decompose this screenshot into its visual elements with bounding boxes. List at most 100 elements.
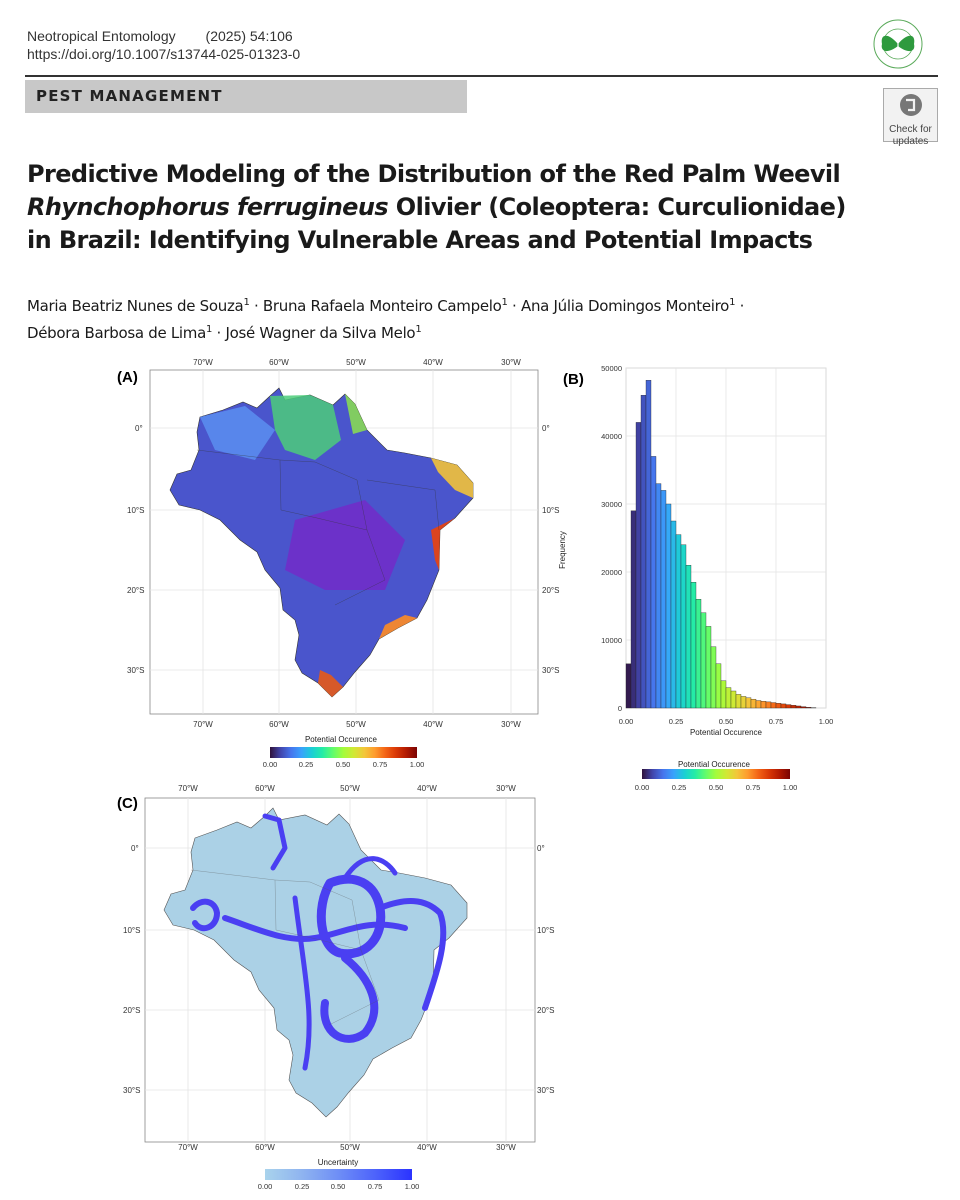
histogram-bar [640, 395, 647, 709]
histogram-x-ticks: 0.00 0.25 0.50 0.75 1.00 [619, 717, 834, 726]
society-logo [873, 19, 923, 69]
histogram-bar [765, 701, 772, 709]
lon-tick-top: 50°W [346, 358, 366, 367]
article-title: Predictive Modeling of the Distribution … [27, 158, 927, 257]
lon-tick-bottom: 30°W [496, 1143, 516, 1152]
histogram-y-tick-label: 50000 [601, 364, 622, 373]
author-name[interactable]: José Wagner da Silva Melo [225, 324, 416, 342]
title-line-2: Rhynchophorus ferrugineus Olivier (Coleo… [27, 191, 927, 224]
legend-b-tick: 0.25 [672, 783, 687, 792]
histogram-bar [695, 599, 702, 709]
histogram-bar [800, 706, 807, 709]
map-potential-occurrence: (A) 70°W 60°W 50°W 40°W 30°W 70°W 60°W 5… [117, 358, 559, 769]
lon-tick-bottom: 40°W [423, 720, 443, 729]
author-affiliation: 1 [415, 324, 422, 335]
lon-tick-bottom: 60°W [269, 720, 289, 729]
histogram-bar [755, 700, 762, 709]
lat-tick-right: 10°S [542, 506, 559, 515]
histogram-bar [635, 422, 642, 709]
lat-tick-right: 0° [542, 424, 550, 433]
histogram-bar [760, 701, 767, 709]
lon-tick-bottom: 50°W [340, 1143, 360, 1152]
legend-a-tick: 0.75 [373, 760, 388, 769]
legend-a-colorbar [270, 747, 417, 758]
author-affiliation: 1 [729, 297, 736, 308]
legend-a-title: Potential Occurence [305, 735, 378, 744]
doi-link[interactable]: https://doi.org/10.1007/s13744-025-01323… [27, 46, 301, 62]
histogram-x-tick-label: 0.75 [769, 717, 784, 726]
lat-tick-left: 0° [135, 424, 143, 433]
histogram-bar [665, 503, 672, 709]
histogram-bar [785, 704, 792, 709]
histogram-bar [700, 612, 707, 709]
histogram-bar [790, 705, 797, 709]
lat-tick-right: 20°S [542, 586, 559, 595]
histogram-bar [770, 702, 777, 709]
panel-c-label: (C) [117, 795, 138, 812]
lon-tick-top: 50°W [340, 784, 360, 793]
author-affiliation: 1 [205, 324, 213, 335]
lon-tick-bottom: 70°W [178, 1143, 198, 1152]
legend-a-tick: 0.25 [299, 760, 314, 769]
lon-tick-top: 40°W [417, 784, 437, 793]
author-name[interactable]: Bruna Rafaela Monteiro Campelo [262, 297, 502, 315]
lon-tick-bottom: 30°W [501, 720, 521, 729]
lon-tick-bottom: 50°W [346, 720, 366, 729]
legend-c-tick: 0.75 [368, 1182, 383, 1191]
title-line-3: in Brazil: Identifying Vulnerable Areas … [27, 226, 813, 254]
legend-b-tick: 0.50 [709, 783, 724, 792]
check-for-updates-button[interactable]: Check for updates [883, 88, 938, 147]
legend-b-tick: 1.00 [783, 783, 798, 792]
lon-tick-top: 70°W [178, 784, 198, 793]
legend-a-tick: 0.50 [336, 760, 351, 769]
histogram-y-tick-label: 20000 [601, 568, 622, 577]
check-label-1: Check for [889, 124, 932, 135]
author-name[interactable]: Ana Júlia Domingos Monteiro [520, 297, 730, 315]
histogram-ylabel: Frequency [558, 531, 567, 569]
histogram-bar [670, 520, 677, 709]
panel-a-label: (A) [117, 369, 138, 386]
histogram-x-tick-label: 0.00 [619, 717, 634, 726]
author-affiliation: 1 [501, 297, 508, 308]
lat-tick-left: 20°S [123, 1006, 140, 1015]
lat-tick-right: 20°S [537, 1006, 554, 1015]
histogram-bar [715, 663, 722, 709]
histogram-bar [710, 646, 717, 709]
uncertainty-hotspots [190, 813, 447, 1071]
title-line-1: Predictive Modeling of the Distribution … [27, 160, 841, 188]
histogram-bar [725, 687, 732, 709]
lat-tick-left: 30°S [127, 666, 144, 675]
legend-b-tick: 0.00 [635, 783, 650, 792]
lat-tick-left: 10°S [127, 506, 144, 515]
author-list: Maria Beatriz Nunes de Souza1 · Bruna Ra… [27, 291, 927, 345]
histogram-bar [745, 697, 752, 709]
update-icon [899, 94, 922, 116]
histogram-bar [655, 483, 662, 709]
legend-b-title: Potential Occurence [678, 760, 751, 769]
lon-tick-top: 60°W [255, 784, 275, 793]
histogram-x-tick-label: 0.50 [719, 717, 734, 726]
lon-tick-bottom: 70°W [193, 720, 213, 729]
histogram-bar [690, 582, 697, 709]
legend-c-tick: 0.50 [331, 1182, 346, 1191]
histogram-bar [730, 690, 737, 709]
legend-c-tick: 0.00 [258, 1182, 273, 1191]
histogram-x-tick-label: 1.00 [819, 717, 834, 726]
legend-b-tick: 0.75 [746, 783, 761, 792]
histogram-bar [650, 456, 657, 709]
histogram-bar [705, 626, 712, 709]
title-species: Rhynchophorus ferrugineus [27, 193, 389, 221]
histogram-bar [675, 534, 682, 709]
author-name[interactable]: Débora Barbosa de Lima [27, 324, 206, 342]
lon-tick-top: 40°W [423, 358, 443, 367]
author-name[interactable]: Maria Beatriz Nunes de Souza [27, 297, 244, 315]
histogram-xlabel: Potential Occurence [690, 728, 763, 737]
brazil-shape-c [163, 807, 468, 1118]
histogram-bar [780, 703, 787, 709]
author-affiliation: 1 [243, 297, 250, 308]
legend-a-tick: 0.00 [263, 760, 278, 769]
histogram-y-tick-label: 10000 [601, 636, 622, 645]
lat-tick-left: 20°S [127, 586, 144, 595]
histogram-bar [750, 698, 757, 709]
